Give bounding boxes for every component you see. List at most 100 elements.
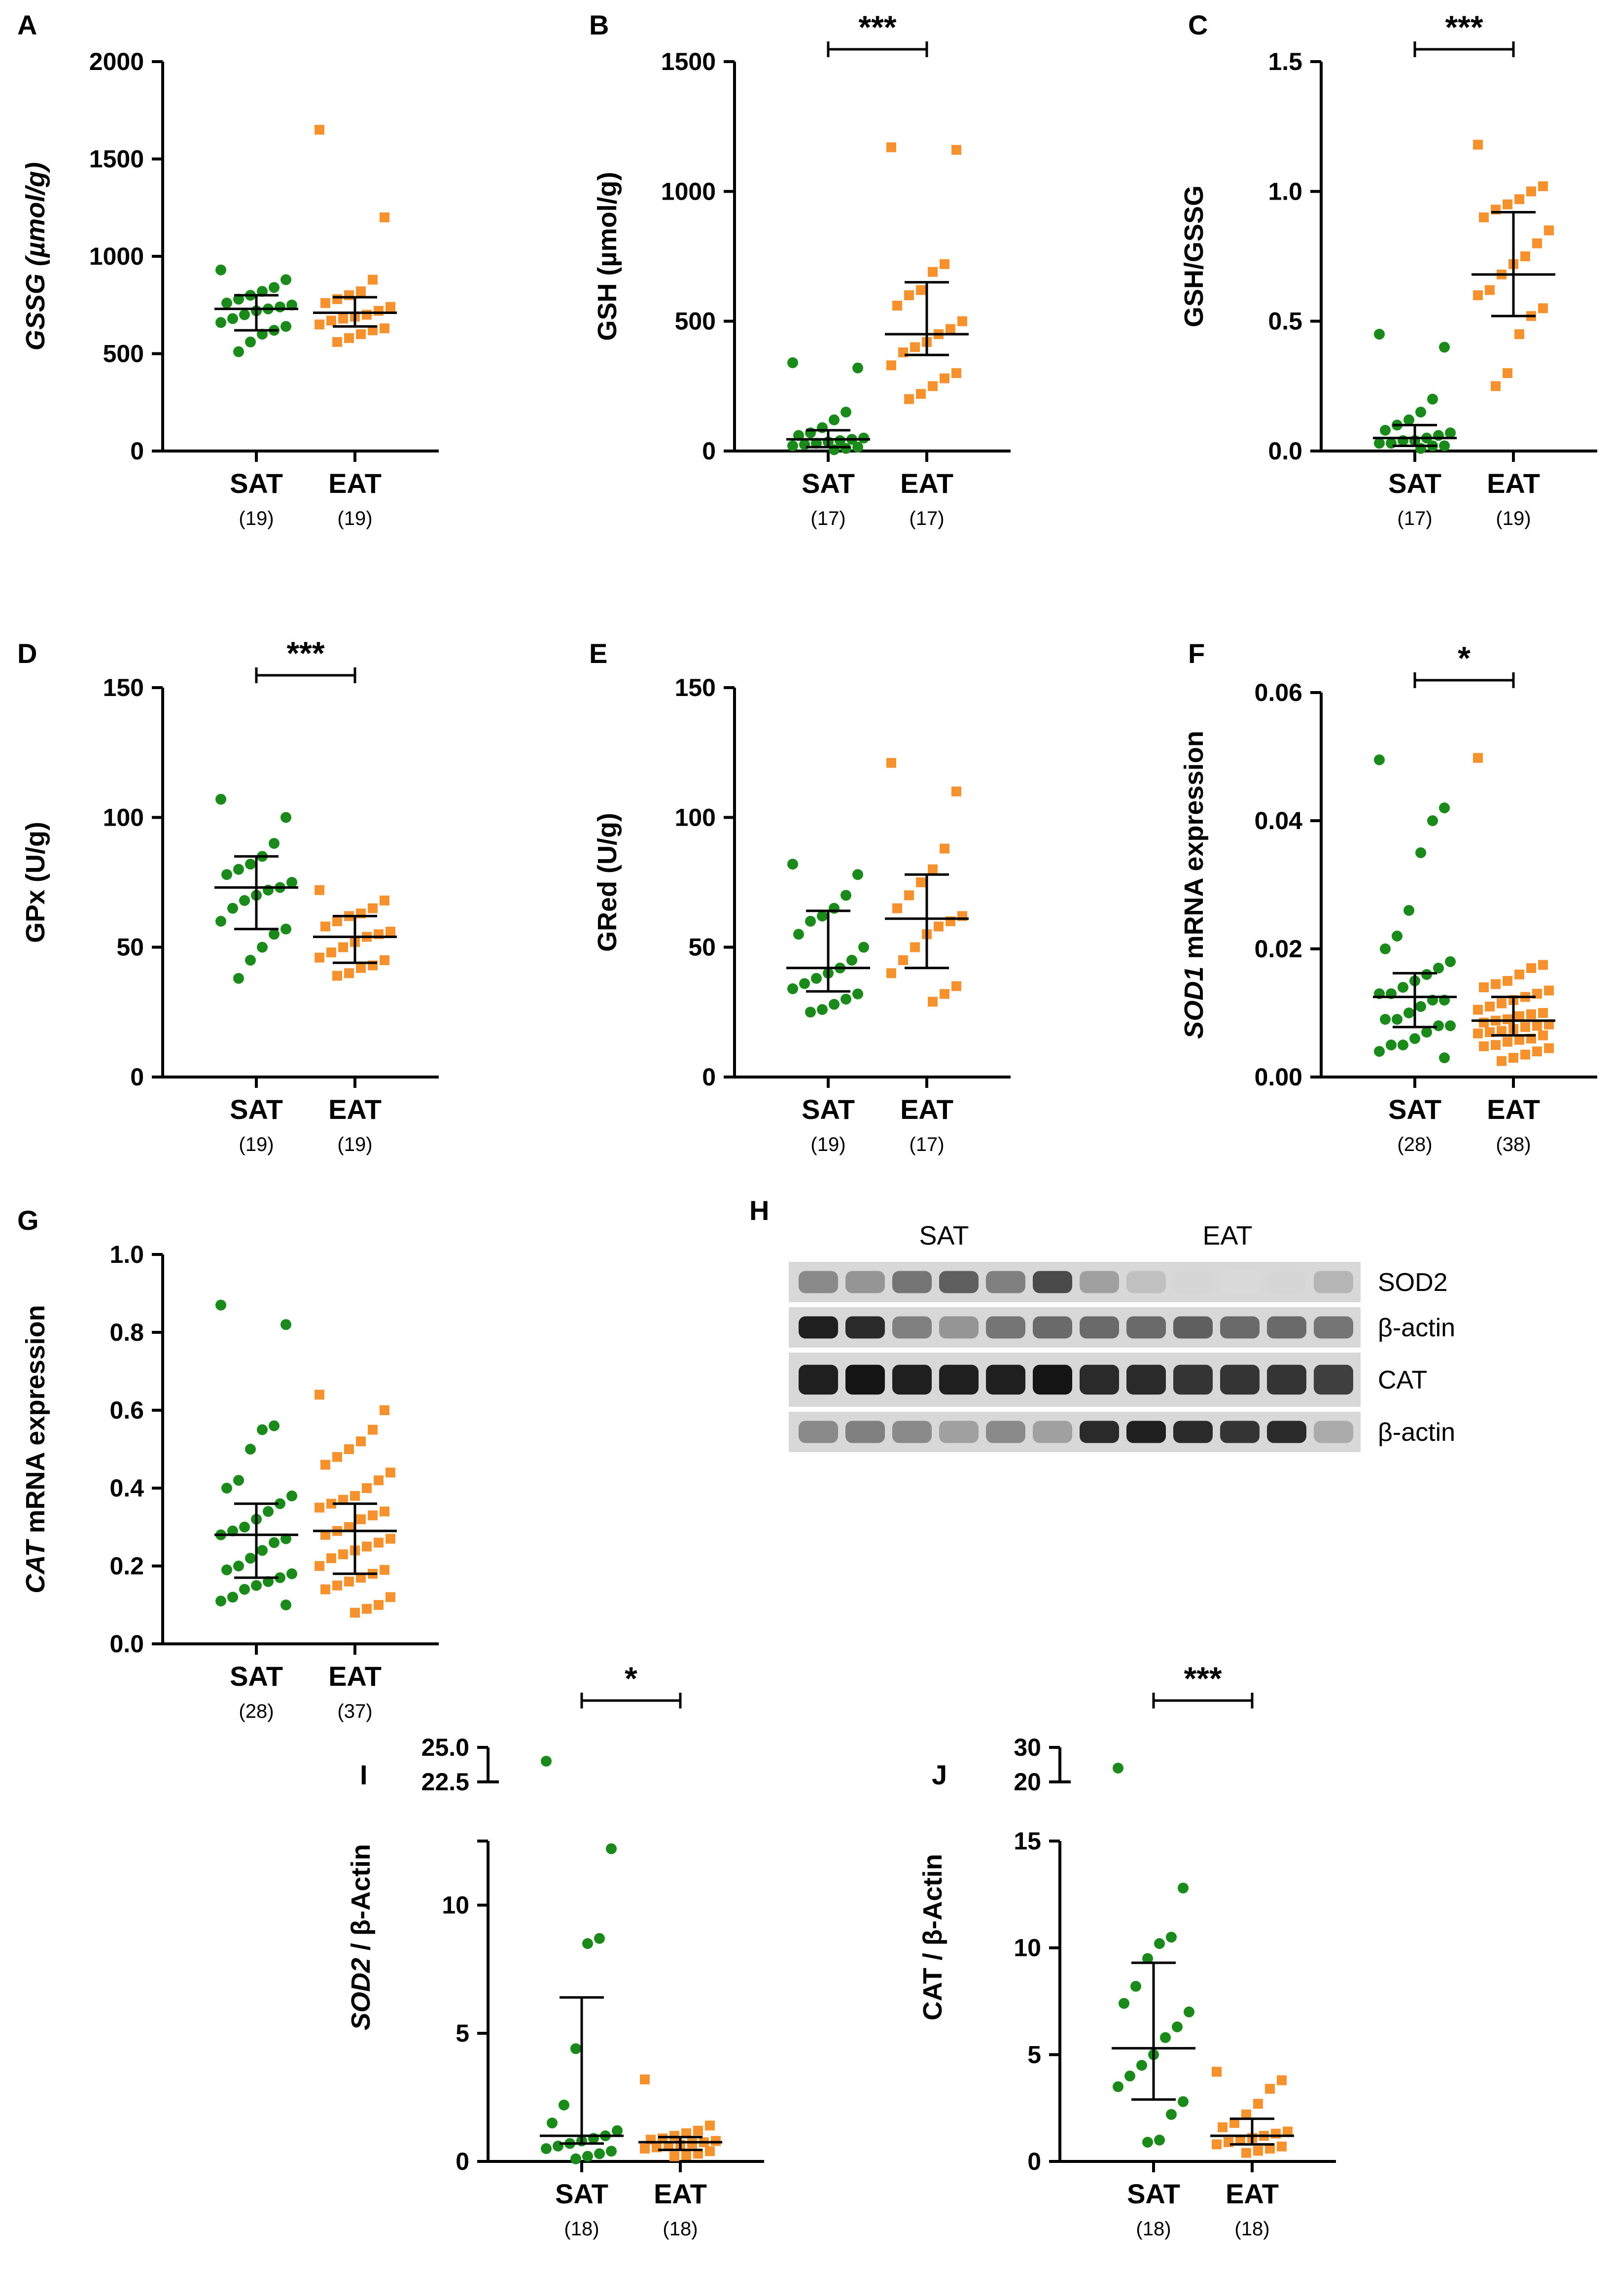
- data-point-sat: [1415, 1001, 1426, 1012]
- data-point-eat: [1503, 368, 1512, 378]
- data-point-eat: [338, 313, 348, 324]
- y-tick-label: 0: [456, 2148, 469, 2175]
- data-point-eat: [1224, 2137, 1233, 2147]
- data-point-sat: [1380, 943, 1391, 954]
- blot-row-label: β-actin: [1378, 1418, 1455, 1447]
- chart-panel-a: 0 500 1000 1500 2000 SAT (19) EAT (19) GSSG (µmol…: [17, 9, 439, 529]
- blot-band: [1033, 1364, 1072, 1395]
- data-point-eat: [332, 916, 342, 926]
- data-point-sat: [1374, 329, 1385, 340]
- sample-size-label: (19): [337, 1134, 372, 1155]
- x-tick-label: EAT: [1487, 1094, 1540, 1125]
- data-point-eat: [898, 955, 908, 965]
- panel-letter: D: [17, 638, 37, 669]
- blot-band: [986, 1364, 1025, 1395]
- data-point-sat: [269, 1420, 280, 1431]
- data-point-eat: [386, 302, 395, 312]
- data-point-eat: [687, 2138, 697, 2149]
- data-point-eat: [1503, 199, 1512, 209]
- data-point-sat: [852, 988, 863, 1000]
- data-point-eat: [946, 324, 955, 334]
- x-tick-label: SAT: [1388, 468, 1441, 499]
- data-point-eat: [916, 877, 926, 887]
- data-point-eat: [1544, 985, 1554, 996]
- data-point-sat: [1380, 424, 1391, 436]
- data-point-eat: [1253, 2099, 1263, 2109]
- blot-band: [1314, 1421, 1353, 1443]
- data-point-sat: [793, 929, 804, 940]
- chart-panel-e: 0 50 100 150 SAT (19) EAT (17) GRed (U/g) E: [589, 638, 1011, 1155]
- data-point-eat: [1473, 753, 1483, 763]
- sample-size-label: (38): [1496, 1134, 1531, 1155]
- sample-size-label: (18): [564, 2218, 599, 2240]
- data-point-sat: [553, 2140, 563, 2152]
- chart-panel-g: 0.0 0.2 0.4 0.6 0.8 1.0 SAT (28) EAT (37) CAT mRNA…: [17, 1205, 439, 1722]
- chart-panel-i: 0 5 10 22.5 25.0 SAT (18) EAT (18) SOD2 / β-Actin…: [346, 1660, 764, 2240]
- blot-band: [986, 1316, 1025, 1339]
- blot-band: [1267, 1364, 1306, 1395]
- data-point-eat: [332, 971, 342, 981]
- significance-stars: ***: [1184, 1660, 1222, 1697]
- data-point-sat: [215, 317, 226, 328]
- data-point-eat: [1212, 2139, 1222, 2150]
- data-point-sat: [817, 910, 828, 922]
- y-axis-label: CAT / β-Actin: [918, 1854, 947, 2020]
- data-point-eat: [886, 758, 896, 768]
- blot-band: [799, 1421, 838, 1443]
- data-point-eat: [711, 2136, 721, 2146]
- data-point-sat: [257, 1545, 268, 1556]
- data-point-eat: [886, 142, 896, 152]
- data-point-eat: [368, 275, 378, 285]
- data-point-eat: [1503, 976, 1512, 986]
- data-point-sat: [541, 2143, 552, 2154]
- data-point-sat: [245, 955, 256, 966]
- data-point-sat: [541, 1756, 552, 1767]
- y-tick-label: 0: [702, 1063, 716, 1091]
- data-point-eat: [315, 319, 324, 330]
- data-point-eat: [344, 968, 354, 978]
- blot-band: [845, 1316, 885, 1339]
- x-tick-label: SAT: [1127, 2178, 1180, 2209]
- panel-letter: F: [1188, 638, 1205, 669]
- data-point-eat: [1520, 1049, 1530, 1060]
- data-point-sat: [227, 1592, 238, 1603]
- blot-row-label: SOD2: [1378, 1268, 1448, 1297]
- y-axis-label-rest: mRNA expression: [1179, 731, 1209, 966]
- data-point-eat: [356, 1572, 366, 1583]
- data-point-sat: [606, 2146, 617, 2157]
- data-point-sat: [570, 2153, 581, 2164]
- y-tick-label: 1.5: [1268, 48, 1302, 75]
- data-point-eat: [315, 1390, 324, 1400]
- data-point-sat: [841, 994, 851, 1005]
- data-point-sat: [1403, 1008, 1414, 1018]
- data-point-eat: [669, 2151, 679, 2161]
- data-point-eat: [1229, 2118, 1239, 2128]
- data-point-eat: [1479, 1017, 1489, 1028]
- x-tick-label: EAT: [328, 1661, 382, 1692]
- data-point-eat: [326, 947, 336, 958]
- y-tick-label: 150: [103, 674, 144, 701]
- data-point-eat: [1491, 979, 1501, 989]
- data-point-eat: [356, 286, 366, 297]
- blot-band: [1080, 1316, 1119, 1339]
- data-point-sat: [286, 1568, 297, 1579]
- sample-size-label: (18): [1136, 2218, 1171, 2240]
- data-point-eat: [1526, 963, 1536, 973]
- data-point-sat: [1172, 2021, 1183, 2032]
- data-point-eat: [934, 921, 944, 932]
- data-point-sat: [227, 313, 238, 324]
- blot-band: [1173, 1316, 1213, 1339]
- data-point-eat: [374, 1475, 384, 1486]
- data-point-eat: [1497, 1056, 1507, 1066]
- data-point-sat: [811, 973, 822, 984]
- data-point-eat: [326, 1553, 336, 1564]
- data-point-sat: [233, 864, 244, 875]
- y-axis-label: GSH (µmol/g): [593, 172, 622, 341]
- data-point-eat: [1508, 1053, 1518, 1063]
- y-tick-label: 0.02: [1255, 935, 1302, 963]
- data-point-eat: [344, 290, 354, 300]
- blot-band: [1033, 1316, 1072, 1339]
- data-point-eat: [1520, 1022, 1530, 1032]
- data-point-sat: [841, 443, 851, 454]
